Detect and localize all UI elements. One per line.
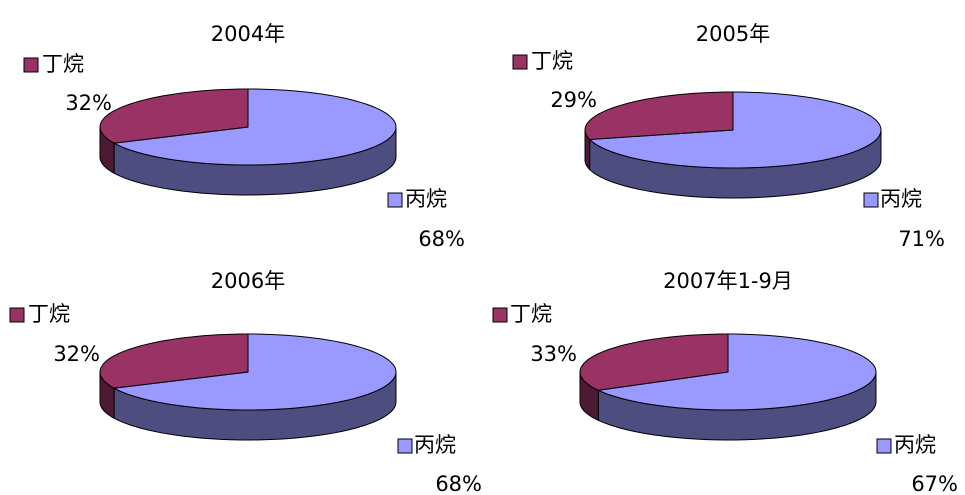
data-label: 68% — [435, 472, 482, 495]
slice-top — [588, 91, 882, 169]
legend-label: 丁烷 — [28, 302, 70, 326]
legend-swatch — [9, 307, 25, 323]
slice-top — [596, 333, 877, 411]
legend-swatch — [512, 54, 528, 70]
data-label: 32% — [65, 91, 112, 115]
chart-title: 2006年 — [211, 269, 285, 293]
legend-swatch — [492, 307, 508, 323]
legend-label: 丙烷 — [414, 433, 456, 457]
legend-label: 丁烷 — [42, 52, 84, 76]
slice-top — [579, 333, 729, 391]
legend-label: 丁烷 — [531, 49, 573, 73]
legend-swatch — [387, 192, 403, 208]
slice-top — [99, 88, 249, 144]
chart-title: 2005年 — [696, 22, 770, 46]
slice-top — [99, 333, 249, 389]
legend-label: 丙烷 — [405, 187, 447, 211]
chart-title: 2007年1-9月 — [663, 269, 793, 293]
legend-label: 丙烷 — [894, 433, 936, 457]
legend-label: 丙烷 — [880, 187, 922, 211]
legend-swatch — [23, 57, 39, 73]
pie-slice — [584, 91, 734, 171]
pie-slice — [579, 333, 729, 422]
pie-slice — [99, 88, 249, 175]
legend-swatch — [863, 192, 879, 208]
data-label: 29% — [550, 88, 597, 112]
slice-top — [112, 333, 397, 411]
legend-label: 丁烷 — [510, 302, 552, 326]
data-label: 68% — [418, 227, 465, 251]
legend-swatch — [876, 438, 892, 454]
data-label: 32% — [53, 342, 100, 366]
data-label: 33% — [530, 342, 577, 366]
data-label: 67% — [911, 472, 958, 495]
slice-top — [112, 88, 397, 166]
legend-swatch — [397, 438, 413, 454]
pie-slice — [112, 333, 397, 441]
pie-slice — [596, 333, 877, 441]
slice-top — [584, 91, 734, 140]
pie-slice — [99, 333, 249, 420]
data-label: 71% — [898, 227, 945, 251]
chart-title: 2004年 — [211, 22, 285, 46]
